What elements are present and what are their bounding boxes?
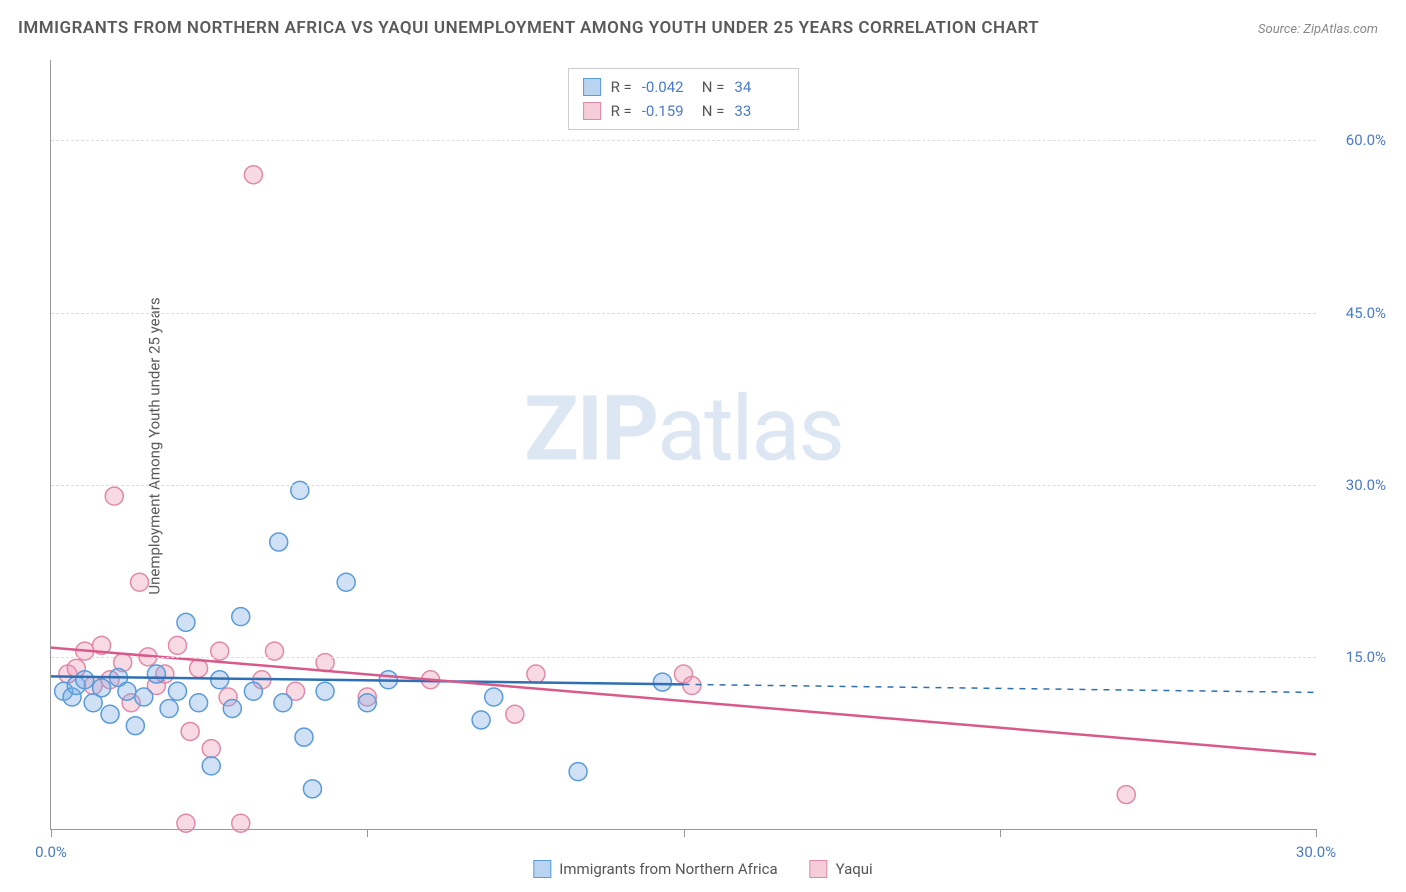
- scatter-point-immigrants: [135, 688, 153, 706]
- x-tick: [1000, 829, 1001, 837]
- scatter-point-immigrants: [160, 699, 178, 717]
- trend-line-immigrants: [51, 676, 684, 684]
- scatter-point-immigrants: [93, 679, 111, 697]
- legend-series-label-0: Immigrants from Northern Africa: [559, 860, 777, 878]
- grid-line: [51, 485, 1316, 486]
- legend-series-label-1: Yaqui: [836, 860, 873, 878]
- scatter-point-yaqui: [131, 573, 149, 591]
- scatter-point-immigrants: [76, 671, 94, 689]
- scatter-point-immigrants: [295, 728, 313, 746]
- scatter-point-immigrants: [118, 682, 136, 700]
- scatter-point-immigrants: [202, 757, 220, 775]
- scatter-point-immigrants: [270, 533, 288, 551]
- legend-series-item-0: Immigrants from Northern Africa: [533, 860, 777, 878]
- legend-stats: R = -0.042 N = 34 R = -0.159 N = 33: [568, 68, 800, 130]
- y-tick-label: 60.0%: [1326, 131, 1386, 149]
- scatter-point-yaqui: [506, 705, 524, 723]
- r-label: R =: [611, 75, 632, 99]
- legend-series-item-1: Yaqui: [810, 860, 873, 878]
- legend-series-swatch-0: [533, 860, 551, 878]
- source-attribution: Source: ZipAtlas.com: [1258, 22, 1378, 37]
- grid-line: [51, 140, 1316, 141]
- trend-line-yaqui: [51, 648, 1316, 755]
- legend-swatch-0: [583, 78, 601, 96]
- scatter-point-yaqui: [190, 659, 208, 677]
- scatter-point-immigrants: [126, 717, 144, 735]
- scatter-point-immigrants: [303, 780, 321, 798]
- scatter-point-yaqui: [232, 814, 250, 832]
- chart-title: IMMIGRANTS FROM NORTHERN AFRICA VS YAQUI…: [18, 18, 1039, 38]
- scatter-point-immigrants: [232, 608, 250, 626]
- scatter-point-yaqui: [202, 740, 220, 758]
- scatter-point-yaqui: [683, 677, 701, 695]
- scatter-point-immigrants: [244, 682, 262, 700]
- plot-svg: [51, 60, 1316, 829]
- legend-stats-row-0: R = -0.042 N = 34: [583, 75, 785, 99]
- scatter-point-immigrants: [485, 688, 503, 706]
- x-tick: [1316, 829, 1317, 837]
- plot-area: ZIPatlas R = -0.042 N = 34 R = -0.159 N …: [50, 60, 1316, 830]
- scatter-point-yaqui: [181, 722, 199, 740]
- scatter-point-immigrants: [569, 763, 587, 781]
- scatter-point-immigrants: [653, 673, 671, 691]
- n-value-1: 33: [734, 99, 784, 123]
- y-tick-label: 30.0%: [1326, 476, 1386, 494]
- scatter-point-immigrants: [147, 665, 165, 683]
- scatter-point-immigrants: [190, 694, 208, 712]
- scatter-point-immigrants: [472, 711, 490, 729]
- legend-stats-row-1: R = -0.159 N = 33: [583, 99, 785, 123]
- scatter-point-yaqui: [1117, 786, 1135, 804]
- y-tick-label: 45.0%: [1326, 304, 1386, 322]
- x-tick-label: 0.0%: [35, 843, 67, 861]
- scatter-point-immigrants: [358, 694, 376, 712]
- x-tick: [51, 829, 52, 837]
- scatter-point-yaqui: [105, 487, 123, 505]
- legend-series: Immigrants from Northern Africa Yaqui: [533, 860, 872, 878]
- legend-series-swatch-1: [810, 860, 828, 878]
- scatter-point-yaqui: [169, 636, 187, 654]
- scatter-point-yaqui: [177, 814, 195, 832]
- n-label: N =: [702, 99, 725, 123]
- n-label: N =: [702, 75, 725, 99]
- scatter-point-immigrants: [337, 573, 355, 591]
- y-tick-label: 15.0%: [1326, 648, 1386, 666]
- scatter-point-immigrants: [101, 705, 119, 723]
- scatter-point-yaqui: [527, 665, 545, 683]
- r-label: R =: [611, 99, 632, 123]
- x-tick: [684, 829, 685, 837]
- r-value-0: -0.042: [642, 75, 692, 99]
- scatter-point-immigrants: [316, 682, 334, 700]
- grid-line: [51, 313, 1316, 314]
- scatter-point-immigrants: [223, 699, 241, 717]
- legend-swatch-1: [583, 102, 601, 120]
- r-value-1: -0.159: [642, 99, 692, 123]
- x-tick: [367, 829, 368, 837]
- scatter-point-immigrants: [169, 682, 187, 700]
- trend-line-dash-immigrants: [684, 684, 1317, 692]
- scatter-point-immigrants: [274, 694, 292, 712]
- scatter-point-yaqui: [244, 166, 262, 184]
- grid-line: [51, 657, 1316, 658]
- n-value-0: 34: [734, 75, 784, 99]
- scatter-point-immigrants: [177, 613, 195, 631]
- x-tick-label: 30.0%: [1296, 843, 1336, 861]
